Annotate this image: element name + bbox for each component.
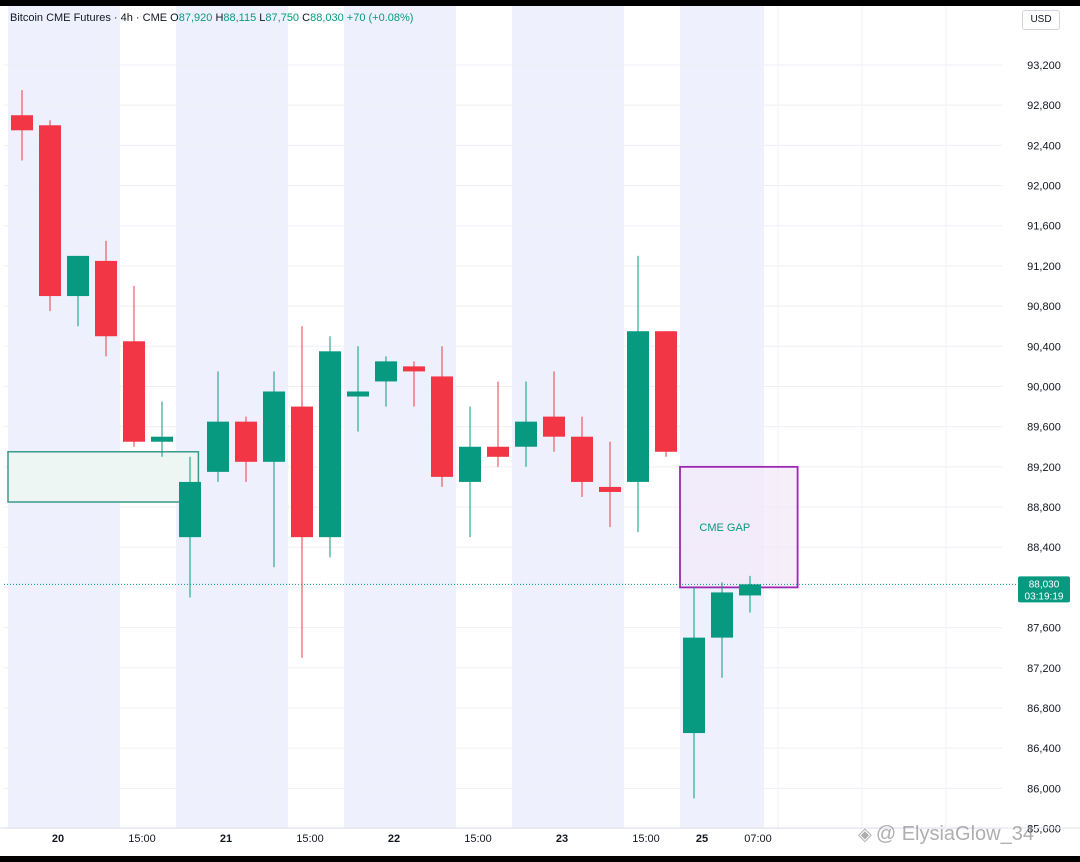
- low-value: 87,750: [265, 12, 300, 24]
- session-band-3: [512, 6, 624, 828]
- x-tick-label-4: 22: [388, 833, 400, 845]
- y-tick-label-1: 92,800: [1027, 100, 1061, 112]
- candle-body-22: [627, 331, 649, 482]
- candle-body-26: [739, 584, 761, 596]
- y-tick-label-11: 88,800: [1027, 502, 1061, 514]
- x-tick-label-9: 07:00: [744, 833, 772, 845]
- candle-body-13: [375, 361, 397, 382]
- y-tick-label-6: 90,800: [1027, 301, 1061, 313]
- x-tick-label-3: 15:00: [296, 833, 324, 845]
- candle-body-23: [655, 331, 677, 452]
- y-tick-label-7: 90,400: [1027, 341, 1061, 353]
- candle-body-24: [683, 637, 705, 734]
- low-label: L: [259, 12, 266, 24]
- close-value: 88,030: [310, 12, 344, 24]
- candle-body-2: [67, 255, 89, 297]
- last-price-badge: [1018, 576, 1070, 603]
- session-band-0: [8, 6, 120, 828]
- y-tick-label-14: 87,600: [1027, 623, 1061, 635]
- candle-body-20: [571, 436, 593, 482]
- y-tick-label-10: 89,200: [1027, 462, 1061, 474]
- y-tick-label-18: 86,000: [1027, 783, 1061, 795]
- y-tick-label-9: 89,600: [1027, 422, 1061, 434]
- y-tick-label-4: 91,600: [1027, 221, 1061, 233]
- x-tick-label-1: 15:00: [128, 833, 156, 845]
- x-tick-label-7: 15:00: [632, 833, 660, 845]
- candle-body-21: [599, 486, 621, 492]
- candle-body-5: [151, 436, 173, 442]
- y-tick-label-16: 86,800: [1027, 703, 1061, 715]
- y-tick-label-0: 93,200: [1027, 60, 1061, 72]
- y-tick-label-12: 88,400: [1027, 542, 1061, 554]
- candle-body-15: [431, 376, 453, 477]
- y-tick-label-3: 92,000: [1027, 181, 1061, 193]
- candle-body-6: [179, 481, 201, 538]
- y-tick-label-5: 91,200: [1027, 261, 1061, 273]
- last-price-countdown: 03:19:19: [1025, 591, 1064, 602]
- candle-body-3: [95, 260, 117, 337]
- x-tick-label-0: 20: [52, 833, 64, 845]
- close-label: C: [302, 12, 311, 24]
- chart-window: CME GAP 93,200 92,800 92,400 92,000 91,600 91,…: [0, 6, 1080, 856]
- currency-button[interactable]: USD: [1022, 10, 1060, 30]
- open-label: O: [170, 12, 179, 24]
- high-label: H: [215, 12, 224, 24]
- candle-body-16: [459, 446, 481, 482]
- high-value: 88,115: [223, 12, 257, 24]
- candle-body-7: [207, 421, 229, 472]
- y-tick-label-8: 90,000: [1027, 381, 1061, 393]
- change-value: +70 (+0.08%): [346, 12, 414, 24]
- candle-body-8: [235, 421, 257, 462]
- y-tick-label-17: 86,400: [1027, 743, 1061, 755]
- candle-body-19: [543, 416, 565, 437]
- symbol-legend: Bitcoin CME Futures · 4h · CME O87,920 H…: [10, 12, 413, 24]
- cme-gap-label: CME GAP: [699, 522, 750, 534]
- x-tick-label-6: 23: [556, 833, 568, 845]
- candle-body-0: [11, 115, 33, 131]
- x-tick-label-8: 25: [696, 833, 708, 845]
- x-tick-label-2: 21: [220, 833, 232, 845]
- candle-body-4: [123, 341, 145, 442]
- last-price-value: 88,030: [1029, 579, 1060, 590]
- candle-body-17: [487, 446, 509, 457]
- open-value: 87,920: [178, 12, 213, 24]
- watermark: ◈ @ ElysiaGlow_34: [858, 823, 1034, 846]
- candle-body-11: [319, 351, 341, 538]
- candle-body-9: [263, 391, 285, 462]
- y-tick-label-2: 92,400: [1027, 140, 1061, 152]
- candle-body-10: [291, 406, 313, 538]
- candlestick-chart[interactable]: CME GAP 93,200 92,800 92,400 92,000 91,600 91,…: [0, 6, 1080, 856]
- x-tick-label-5: 15:00: [464, 833, 492, 845]
- candle-body-12: [347, 391, 369, 397]
- candle-body-14: [403, 366, 425, 372]
- y-tick-label-15: 87,200: [1027, 663, 1061, 675]
- watermark-logo-icon: ◈: [858, 824, 872, 844]
- symbol-name: Bitcoin CME Futures · 4h · CME: [10, 12, 168, 24]
- support-zone-0: [7, 451, 200, 503]
- cme-gap-box: [679, 465, 799, 589]
- candle-body-1: [39, 125, 61, 297]
- y-tick-label-19: 85,600: [1027, 824, 1061, 836]
- watermark-text: @ ElysiaGlow_34: [875, 823, 1034, 845]
- candle-body-18: [515, 421, 537, 447]
- candle-body-25: [711, 592, 733, 638]
